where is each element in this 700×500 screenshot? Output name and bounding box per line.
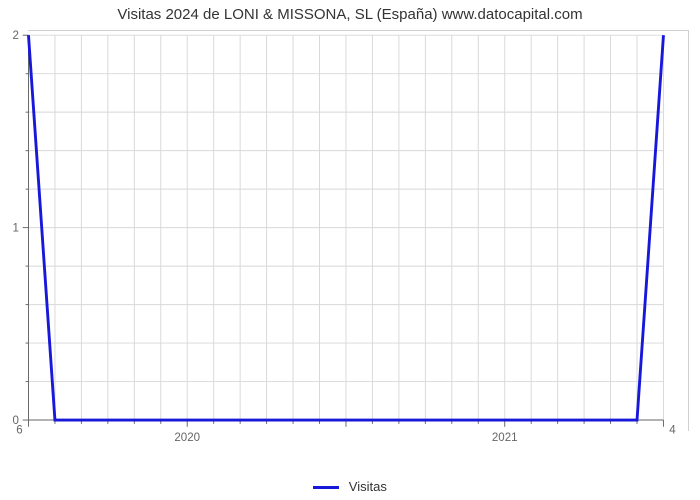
svg-text:1: 1 — [12, 222, 18, 234]
legend: Visitas — [0, 479, 700, 494]
svg-text:6: 6 — [16, 425, 22, 437]
chart-title: Visitas 2024 de LONI & MISSONA, SL (Espa… — [0, 6, 700, 23]
svg-text:2020: 2020 — [174, 432, 200, 444]
svg-text:2: 2 — [12, 30, 18, 42]
svg-text:2021: 2021 — [492, 432, 518, 444]
visits-chart: Visitas 2024 de LONI & MISSONA, SL (Espa… — [0, 0, 700, 500]
plot-area: 0122020202164 — [28, 30, 689, 431]
plot-svg: 0122020202164 — [28, 31, 688, 481]
legend-swatch — [313, 486, 339, 489]
svg-text:4: 4 — [669, 425, 676, 437]
legend-label: Visitas — [349, 479, 387, 494]
